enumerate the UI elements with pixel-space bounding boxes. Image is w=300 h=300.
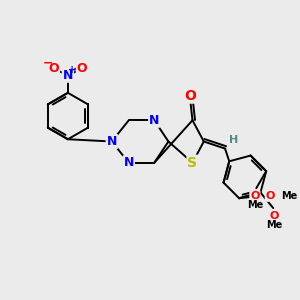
- Text: S: S: [188, 156, 197, 170]
- Text: O: O: [266, 191, 275, 201]
- Text: N: N: [63, 69, 73, 82]
- Text: Me: Me: [266, 220, 283, 230]
- Text: O: O: [184, 88, 196, 103]
- Text: H: H: [229, 135, 238, 145]
- Text: N: N: [124, 156, 134, 169]
- Text: Me: Me: [281, 191, 297, 201]
- Text: O: O: [48, 62, 59, 75]
- Text: O: O: [250, 191, 260, 201]
- Text: Me: Me: [247, 200, 263, 210]
- Text: O: O: [77, 62, 87, 75]
- Text: N: N: [149, 114, 159, 127]
- Text: O: O: [270, 211, 279, 221]
- Text: −: −: [43, 56, 53, 69]
- Text: +: +: [68, 64, 76, 75]
- Text: N: N: [106, 135, 117, 148]
